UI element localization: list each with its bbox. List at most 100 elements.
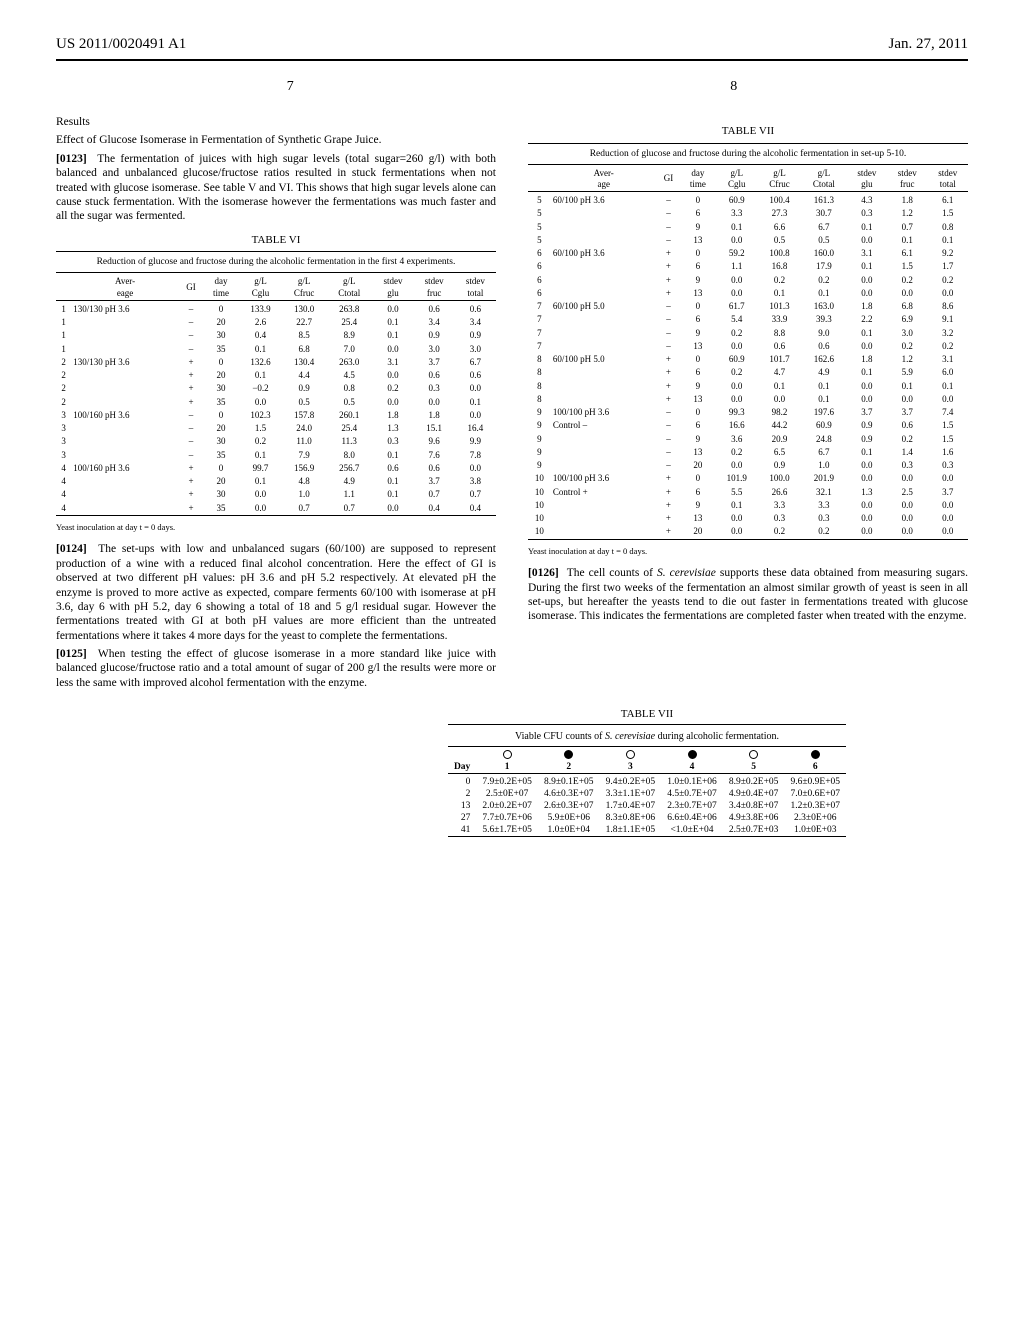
table-cell	[551, 499, 657, 512]
table-cell: –	[179, 435, 203, 448]
table-cell: 13	[680, 287, 715, 300]
table-cell: 0.0	[847, 340, 887, 353]
table-cell: 4.3	[847, 194, 887, 207]
table-cell: 99.3	[715, 406, 758, 419]
table-cell: 130.0	[282, 303, 326, 316]
table-cell: 0.1	[239, 475, 282, 488]
table-cell: 1.2	[887, 207, 927, 220]
table-cell: 4.5	[326, 369, 372, 382]
table-cell: 35	[203, 449, 239, 462]
table-cell: +	[657, 287, 681, 300]
table-row: 2+350.00.50.50.00.00.1	[56, 396, 496, 409]
table-cell: 3.4	[455, 316, 496, 329]
table-cell: 9	[680, 433, 715, 446]
page-num-left: 7	[70, 79, 510, 95]
table-cell: 61.7	[715, 300, 758, 313]
table-cell: 0.0	[847, 472, 887, 485]
table-cell: 3.0	[887, 327, 927, 340]
table-cell: 0.2	[801, 274, 847, 287]
table-cell: 0.6	[455, 303, 496, 316]
table-cell: 10	[528, 512, 551, 525]
table-row: 1–202.622.725.40.13.43.4	[56, 316, 496, 329]
col-header: g/LCglu	[715, 167, 758, 192]
table-cell	[551, 234, 657, 247]
table-cell: –	[657, 313, 681, 326]
table-cell: 1.7	[927, 260, 968, 273]
table-cell: 0.4	[239, 329, 282, 342]
table-cell: 5.9±0E+06	[538, 812, 600, 824]
table-cell	[551, 313, 657, 326]
para-text: The set-ups with low and unbalanced suga…	[56, 543, 496, 641]
table-cell: 1	[56, 316, 71, 329]
table-cell: 0.1	[239, 343, 282, 356]
table-cell: 163.0	[801, 300, 847, 313]
table-cell: +	[179, 488, 203, 501]
table-cell: 10	[528, 499, 551, 512]
table-cell: 9	[680, 221, 715, 234]
table-cell: 0.0	[927, 393, 968, 406]
col-header: stdevtotal	[455, 275, 496, 300]
table-cell: 100.0	[758, 472, 801, 485]
table-cell: 5	[528, 234, 551, 247]
table-cell: 3.1	[927, 353, 968, 366]
table-cell: 27.3	[758, 207, 801, 220]
table-cell: 0.6	[372, 462, 413, 475]
table-cell: 4.6±0.3E+07	[538, 788, 600, 800]
table-vi-caption: TABLE VI	[56, 234, 496, 248]
table-cell: 256.7	[326, 462, 372, 475]
table-cell: 39.3	[801, 313, 847, 326]
table-row: 4+350.00.70.70.00.40.4	[56, 502, 496, 516]
table-cell: 1	[56, 329, 71, 342]
table-cell: 5	[528, 221, 551, 234]
table-cell: 3.1	[372, 356, 413, 369]
table-cell: 100/100 pH 3.6	[551, 406, 657, 419]
table-cell: 20	[203, 475, 239, 488]
table-cell: 13	[680, 446, 715, 459]
table-cell: 157.8	[282, 409, 326, 422]
col-header: g/LCfruc	[758, 167, 801, 192]
page-num-right: 8	[514, 79, 954, 95]
table-cell	[71, 422, 179, 435]
col-header: 4	[661, 761, 723, 774]
table-cell: 7.4	[927, 406, 968, 419]
table-cell	[71, 488, 179, 501]
table-row: 10Control ++65.526.632.11.32.53.7	[528, 486, 968, 499]
table-cell: 6.1	[887, 247, 927, 260]
table-cell: 0.0	[847, 525, 887, 539]
para-0125: [0125] When testing the effect of glucos…	[56, 647, 496, 690]
table-cell: 0	[680, 406, 715, 419]
table-cell: 6.6±0.4E+06	[661, 812, 723, 824]
table-cell: 4.8	[282, 475, 326, 488]
table-cell	[551, 287, 657, 300]
col-header: g/LCtotal	[801, 167, 847, 192]
table-cell: –	[179, 409, 203, 422]
table-row: 10+130.00.30.30.00.00.0	[528, 512, 968, 525]
table-cell: 9	[680, 380, 715, 393]
table-cell: 25.4	[326, 316, 372, 329]
table-cell: 0.5	[282, 396, 326, 409]
table-cell: 8	[528, 393, 551, 406]
table-cell: 9.4±0.2E+05	[600, 776, 662, 788]
table-cell: 263.0	[326, 356, 372, 369]
table-cell: 3.0	[455, 343, 496, 356]
table-cell: 0.1	[715, 221, 758, 234]
table-cell: 5	[528, 194, 551, 207]
col-header: Day	[448, 761, 476, 774]
table-cell: 0.6	[414, 303, 455, 316]
table-cell: 0	[680, 300, 715, 313]
table-cell	[71, 449, 179, 462]
pub-date: Jan. 27, 2011	[889, 36, 968, 53]
table-cell: 0.2	[372, 382, 413, 395]
table-cell: 16.4	[455, 422, 496, 435]
table-vii: Reduction of glucose and fructose during…	[528, 143, 968, 542]
table-row: 6+130.00.10.10.00.00.0	[528, 287, 968, 300]
col-header: 3	[600, 761, 662, 774]
table-cell: 0.6	[455, 369, 496, 382]
table-cell: 0.9	[758, 459, 801, 472]
table-cell	[551, 366, 657, 379]
table-cell: 101.9	[715, 472, 758, 485]
table-cell: 0.0	[715, 274, 758, 287]
table-cell: 0.1	[758, 287, 801, 300]
header-rule	[56, 59, 968, 61]
col-header: stdevfruc	[887, 167, 927, 192]
